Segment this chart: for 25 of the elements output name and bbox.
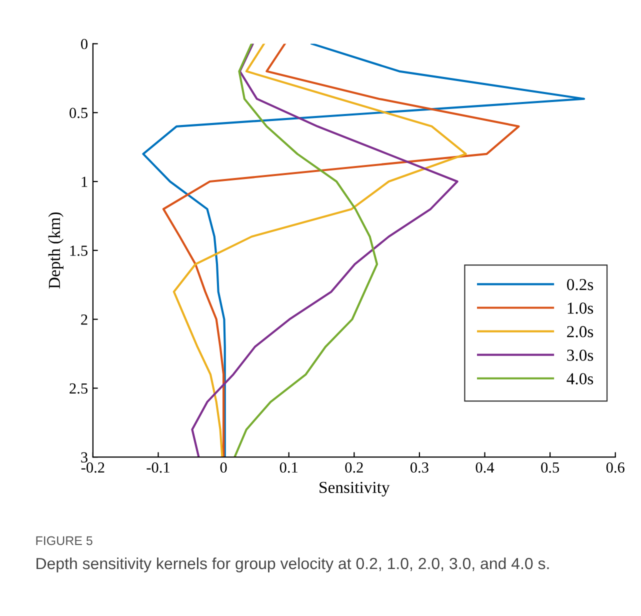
x-tick-label: -0.2 xyxy=(81,462,104,473)
legend-label: 0.2s xyxy=(567,278,594,290)
y-tick-label: 2 xyxy=(81,314,88,325)
y-tick-label: 2.5 xyxy=(70,383,88,394)
text: Depth sensitivity kernels for group velocity at 0.2, 1.0, 2.0, 3.0, and 4.0 s. xyxy=(36,557,549,572)
x-tick-label: 0.6 xyxy=(606,462,624,473)
x-tick-label: 0.1 xyxy=(280,462,298,473)
x-axis-title: Sensitivity xyxy=(320,482,390,496)
x-tick-label: 0 xyxy=(220,462,227,473)
legend-label: 1.0s xyxy=(568,302,594,314)
x-tick-label: 0.4 xyxy=(476,462,494,473)
x-tick-label: 0.5 xyxy=(541,462,560,473)
y-tick-label: 0 xyxy=(81,38,88,50)
x-tick-label: -0.1 xyxy=(146,462,170,473)
x-tick-label: 0.2 xyxy=(345,462,363,473)
y-axis-title: Depth (km) xyxy=(48,212,64,289)
y-tick-label: 3 xyxy=(81,452,88,463)
caption: FIGURE 5 xyxy=(36,536,92,546)
y-tick-label: 1.5 xyxy=(70,246,88,256)
x-tick-label: 0.3 xyxy=(410,462,428,473)
legend-label: 4.0s xyxy=(566,373,594,384)
legend-label: 2.0s xyxy=(567,326,594,338)
y-tick-label: 0.5 xyxy=(70,108,88,118)
legend-label: 3.0s xyxy=(567,350,594,361)
y-tick-label: 1 xyxy=(82,176,88,187)
